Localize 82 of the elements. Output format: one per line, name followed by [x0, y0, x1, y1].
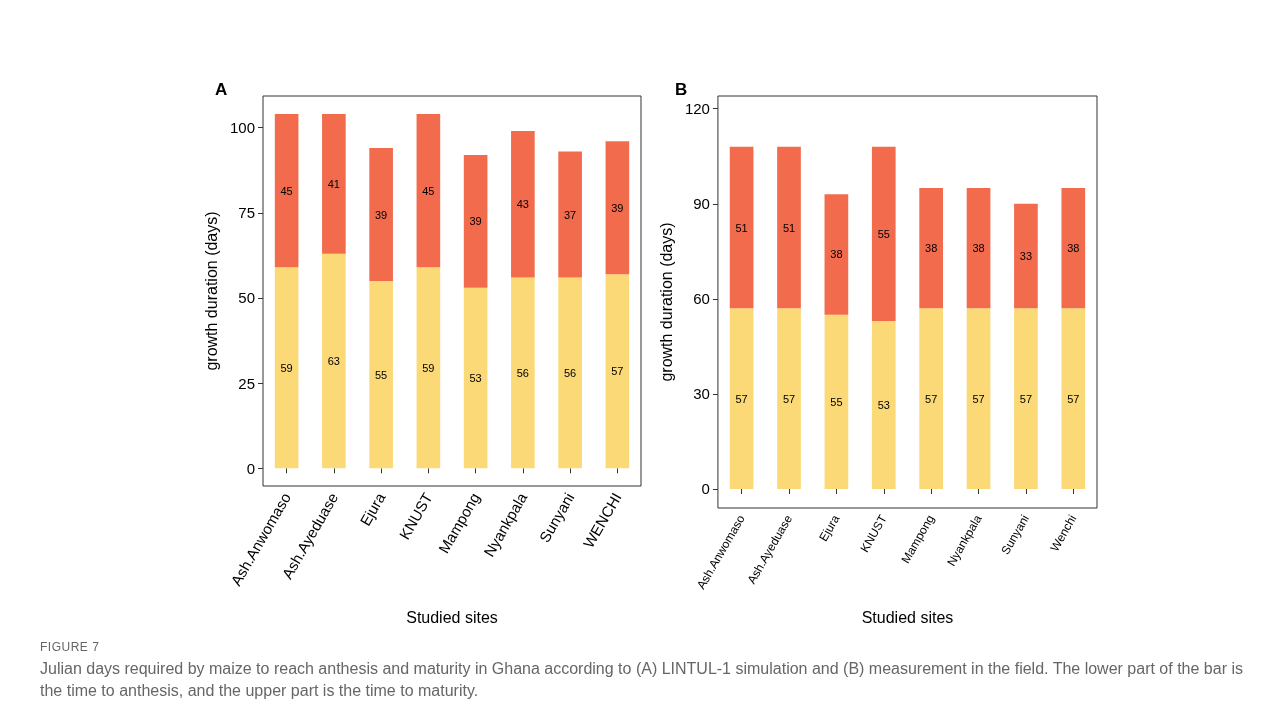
data-label: 55	[830, 395, 843, 408]
data-label: 33	[1019, 250, 1033, 263]
bar	[919, 308, 943, 489]
data-label: 38	[925, 242, 938, 255]
data-label: 43	[516, 198, 529, 211]
bar	[729, 308, 754, 489]
bar	[871, 146, 896, 322]
bar	[558, 277, 582, 469]
bar	[274, 114, 299, 268]
text: Julian days required by maize to reach anthesis and maturity in Ghana according to (A) LINTUL-1 simulation and (B) measurement in the field. The lower part of the bar is the time to anthesis, and the upper part is the time to maturity.	[40, 659, 1244, 701]
bar	[322, 114, 346, 254]
data-label: 59	[422, 361, 435, 374]
chart-title: A	[215, 80, 228, 99]
bar	[966, 187, 991, 309]
data-label: 57	[1067, 392, 1080, 405]
bar	[416, 114, 441, 268]
y-tick-label: 50	[238, 289, 255, 307]
data-label: 37	[564, 208, 577, 221]
data-label: 57	[782, 392, 796, 405]
bar	[274, 267, 299, 469]
bar	[416, 267, 441, 469]
data-label: 57	[611, 365, 624, 378]
y-tick-label: 75	[238, 204, 255, 222]
data-label: 51	[735, 221, 748, 234]
bar	[966, 308, 991, 489]
y-tick-label: 0	[701, 480, 710, 498]
data-label: 53	[469, 372, 482, 385]
bar	[777, 146, 801, 309]
bar	[729, 146, 754, 309]
y-tick-label: 120	[684, 100, 710, 118]
data-label: 39	[611, 201, 624, 214]
y-tick-label: 30	[693, 385, 710, 403]
data-label: 57	[925, 392, 938, 405]
data-label: 39	[375, 208, 388, 221]
bar	[369, 148, 393, 281]
data-label: 63	[327, 355, 340, 367]
bar	[605, 141, 630, 275]
chart-title: B	[675, 80, 688, 99]
bar	[919, 187, 943, 309]
bar	[369, 280, 393, 469]
x-axis-title: Studied sites	[406, 608, 498, 626]
y-tick-label: 100	[229, 119, 255, 137]
bar	[777, 308, 801, 489]
bar	[322, 253, 346, 469]
data-label: 56	[516, 366, 529, 379]
data-label: 55	[877, 227, 890, 240]
bar	[824, 314, 849, 489]
data-label: 45	[280, 184, 293, 197]
data-label: 45	[422, 184, 435, 197]
y-axis-title: growth duration (days)	[657, 222, 675, 382]
bar	[1014, 308, 1038, 489]
bar	[463, 154, 488, 288]
data-label: 51	[782, 221, 796, 234]
y-tick-label: 60	[693, 290, 710, 308]
bar	[511, 277, 535, 469]
data-label: 55	[375, 368, 388, 381]
data-label: 57	[1019, 392, 1033, 405]
bar	[558, 151, 582, 278]
bar	[1061, 187, 1086, 309]
y-tick-label: 90	[693, 195, 710, 213]
caption: FIGURE 7	[40, 640, 101, 654]
bar	[824, 194, 849, 315]
data-label: 57	[972, 392, 985, 405]
data-label: 53	[877, 399, 890, 411]
data-label: 38	[1067, 242, 1080, 255]
y-axis-title: growth duration (days)	[202, 211, 220, 371]
bar	[871, 321, 896, 489]
data-label: 59	[280, 361, 293, 374]
data-label: 41	[327, 177, 340, 190]
data-label: 38	[972, 242, 985, 255]
bar	[1061, 308, 1086, 489]
data-label: 57	[735, 392, 748, 405]
y-tick-label: 25	[238, 374, 255, 392]
x-axis-title: Studied sites	[861, 608, 954, 626]
data-label: 38	[830, 248, 843, 261]
bar	[605, 274, 630, 469]
bar	[463, 287, 488, 469]
data-label: 56	[564, 366, 577, 379]
y-tick-label: 0	[246, 459, 255, 477]
bar	[1014, 203, 1038, 309]
data-label: 39	[469, 215, 482, 228]
bar	[511, 131, 535, 278]
